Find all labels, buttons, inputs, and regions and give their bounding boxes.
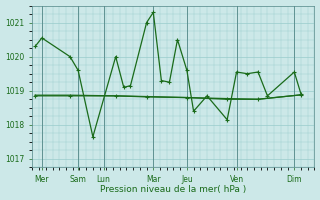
X-axis label: Pression niveau de la mer( hPa ): Pression niveau de la mer( hPa ) (100, 185, 247, 194)
